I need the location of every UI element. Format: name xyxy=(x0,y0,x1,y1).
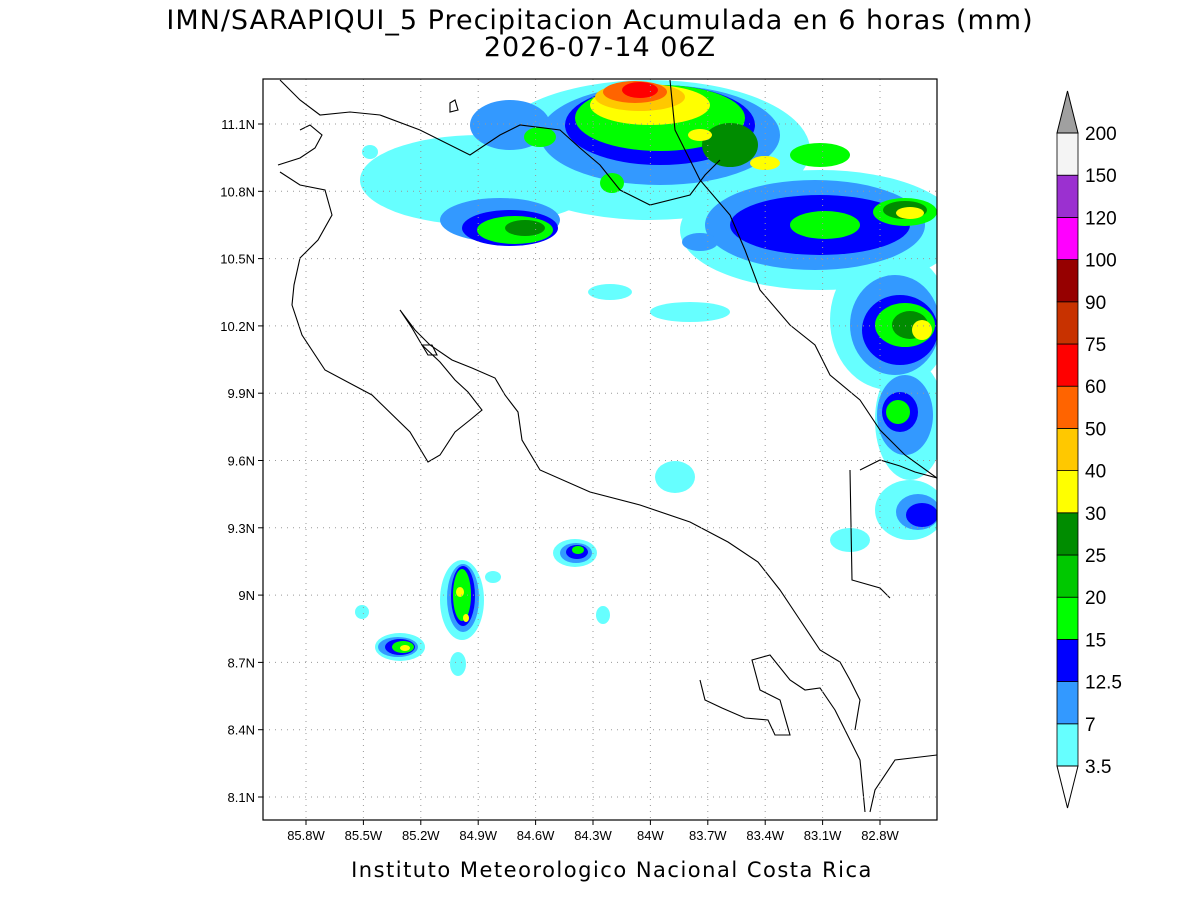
colorbar-segment xyxy=(1056,639,1079,683)
legend-label: 25 xyxy=(1085,546,1106,567)
lon-label: 83.1W xyxy=(804,828,842,843)
legend-label: 50 xyxy=(1085,419,1106,440)
lat-label: 10.5N xyxy=(220,252,255,267)
lon-label: 82.8W xyxy=(861,828,899,843)
colorbar-segment xyxy=(1056,681,1079,725)
legend-label: 30 xyxy=(1085,504,1106,525)
lat-label: 9N xyxy=(238,588,255,603)
grid: 11.1N 10.8N 10.5N 10.2N 9.9N 9.6N 9.3N 9N 8.7N 8.… xyxy=(220,79,937,843)
colorbar-over xyxy=(1056,90,1079,134)
legend-label: 75 xyxy=(1085,335,1106,356)
lon-label: 85.8W xyxy=(287,828,325,843)
colorbar-under xyxy=(1056,765,1079,809)
legend-label: 100 xyxy=(1085,251,1117,272)
legend-label: 12.5 xyxy=(1085,673,1122,694)
colorbar-segment xyxy=(1056,132,1079,176)
legend-label: 7 xyxy=(1085,715,1096,736)
colorbar-segment xyxy=(1056,385,1079,429)
footer: Instituto Meteorologico Nacional Costa R… xyxy=(351,858,873,882)
lon-label: 85.2W xyxy=(402,828,440,843)
legend-label: 20 xyxy=(1085,588,1106,609)
legend-label: 120 xyxy=(1085,208,1117,229)
legend-label: 3.5 xyxy=(1085,757,1111,778)
legend-label: 90 xyxy=(1085,293,1106,314)
lon-label: 84.3W xyxy=(574,828,612,843)
colorbar-segment xyxy=(1056,427,1079,471)
lon-label: 83.7W xyxy=(689,828,727,843)
lon-label: 85.5W xyxy=(345,828,383,843)
legend-label: 15 xyxy=(1085,630,1106,651)
lon-label: 84.6W xyxy=(517,828,555,843)
lat-label: 10.2N xyxy=(220,319,255,334)
legend-label: 200 xyxy=(1085,124,1117,145)
lat-label: 9.3N xyxy=(228,521,255,536)
colorbar-segment xyxy=(1056,554,1079,598)
lon-label: 84W xyxy=(637,828,664,843)
lat-label: 9.6N xyxy=(228,454,255,469)
lat-label: 8.4N xyxy=(228,723,255,738)
subtitle: 2026-07-14 06Z xyxy=(484,32,716,63)
lat-label: 8.7N xyxy=(228,655,255,670)
legend-label: 40 xyxy=(1085,462,1106,483)
colorbar-segment xyxy=(1056,470,1079,514)
precip-field xyxy=(355,80,937,676)
coastlines xyxy=(277,79,937,813)
colorbar-segment xyxy=(1056,596,1079,640)
map-frame xyxy=(262,78,938,821)
lon-label: 83.4W xyxy=(746,828,784,843)
title: IMN/SARAPIQUI_5 Precipitacion Acumulada … xyxy=(166,5,1033,36)
colorbar-segment xyxy=(1056,259,1079,303)
colorbar-segment xyxy=(1056,301,1079,345)
colorbar: 3.5 7 12.5 15 20 25 30 40 50 60 75 90 100 120 150 200 xyxy=(1056,90,1122,809)
colorbar-segment xyxy=(1056,174,1079,218)
lon-label: 84.9W xyxy=(459,828,497,843)
lat-label: 10.8N xyxy=(220,184,255,199)
colorbar-segment xyxy=(1056,343,1079,387)
colorbar-segment xyxy=(1056,216,1079,260)
legend-label: 60 xyxy=(1085,377,1106,398)
colorbar-segment xyxy=(1056,723,1079,767)
lat-label: 11.1N xyxy=(221,117,255,132)
colorbar-segment xyxy=(1056,512,1079,556)
lat-label: 8.1N xyxy=(228,790,255,805)
lat-label: 9.9N xyxy=(228,386,255,401)
legend-label: 150 xyxy=(1085,166,1117,187)
